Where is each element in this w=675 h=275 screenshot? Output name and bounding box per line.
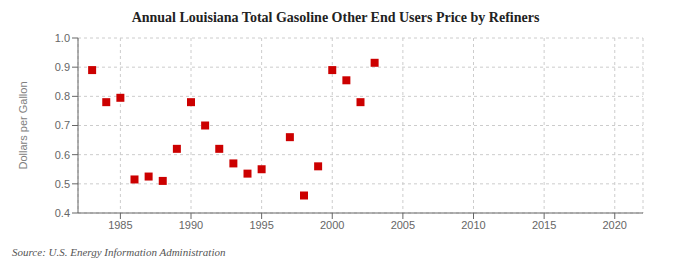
- svg-text:0.4: 0.4: [55, 207, 70, 219]
- svg-text:0.8: 0.8: [55, 90, 70, 102]
- svg-text:2010: 2010: [461, 219, 485, 231]
- html-text:Annual Louisiana Total Gasolin: Annual Louisiana Total Gasoline Other En…: [131, 10, 540, 25]
- svg-text:2015: 2015: [532, 219, 556, 231]
- svg-text:0.9: 0.9: [55, 61, 70, 73]
- svg-text:0.7: 0.7: [55, 119, 70, 131]
- html-text:Source: U.S. Energy Informatio: Source: U.S. Energy Information Administ…: [12, 246, 226, 258]
- svg-text:0.5: 0.5: [55, 178, 70, 190]
- svg-text:Dollars per Gallon: Dollars per Gallon: [17, 81, 29, 169]
- svg-text:2000: 2000: [320, 219, 344, 231]
- svg-text:1985: 1985: [108, 219, 132, 231]
- svg-text:2005: 2005: [391, 219, 415, 231]
- svg-text:1990: 1990: [179, 219, 203, 231]
- svg-text:2020: 2020: [603, 219, 627, 231]
- svg-text:0.6: 0.6: [55, 149, 70, 161]
- svg-text:1.0: 1.0: [55, 32, 70, 44]
- svg-text:1995: 1995: [249, 219, 273, 231]
